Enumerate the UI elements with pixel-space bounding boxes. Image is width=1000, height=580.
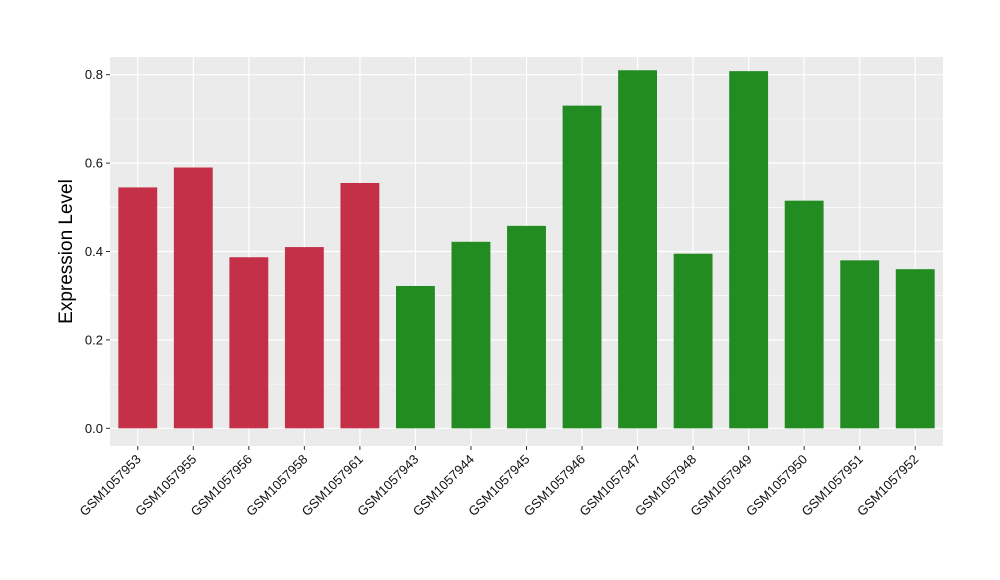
y-tick-label: 0.6 [85, 156, 103, 171]
bar-GSM1057956 [229, 257, 269, 429]
bar-GSM1057949 [729, 71, 769, 429]
bar-GSM1057946 [562, 105, 602, 429]
y-tick-label: 0.4 [85, 244, 103, 259]
x-axis: GSM1057953GSM1057955GSM1057956GSM1057958… [77, 446, 921, 519]
bar-GSM1057958 [284, 247, 324, 429]
bar-GSM1057961 [340, 182, 380, 429]
bar-GSM1057945 [507, 225, 546, 429]
bar-GSM1057951 [840, 260, 880, 429]
bar-GSM1057948 [673, 253, 713, 429]
y-axis: 0.0 0.2 0.4 0.6 0.8 [85, 67, 110, 436]
bar-GSM1057943 [395, 285, 435, 429]
bar-GSM1057950 [784, 200, 824, 429]
bar-GSM1057953 [118, 187, 158, 429]
y-axis-title: Expression Level [56, 179, 77, 324]
bar-GSM1057944 [451, 241, 491, 429]
y-tick-label: 0.8 [85, 67, 103, 82]
bar-GSM1057947 [618, 70, 658, 429]
y-tick-label: 0.0 [85, 421, 103, 436]
y-tick-label: 0.2 [85, 332, 103, 347]
bar-GSM1057955 [173, 167, 213, 429]
bar-GSM1057952 [895, 269, 935, 429]
bars [118, 70, 935, 429]
